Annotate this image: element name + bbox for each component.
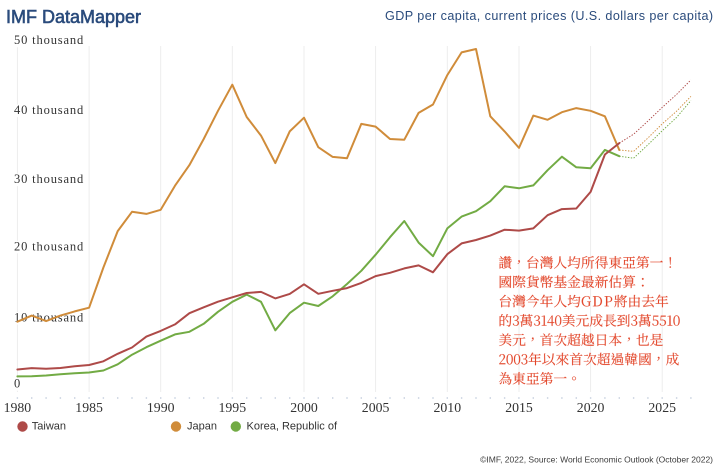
svg-text:IMF DataMapper: IMF DataMapper (6, 7, 141, 27)
svg-text:2010: 2010 (434, 400, 462, 415)
svg-text:2025: 2025 (648, 400, 676, 415)
svg-text:50 thousand: 50 thousand (14, 33, 84, 47)
svg-text:20 thousand: 20 thousand (14, 239, 84, 253)
svg-text:Japan: Japan (187, 420, 217, 432)
svg-text:2000: 2000 (290, 400, 318, 415)
svg-text:1980: 1980 (4, 400, 32, 415)
svg-text:40 thousand: 40 thousand (14, 103, 84, 117)
svg-text:Korea, Republic of: Korea, Republic of (247, 420, 338, 432)
svg-text:0: 0 (14, 377, 21, 391)
svg-text:2015: 2015 (505, 400, 533, 415)
svg-text:©IMF, 2022, Source: World Econ: ©IMF, 2022, Source: World Economic Outlo… (480, 455, 713, 465)
svg-text:2020: 2020 (577, 400, 605, 415)
svg-text:1985: 1985 (75, 400, 103, 415)
svg-text:1995: 1995 (219, 400, 247, 415)
svg-text:30 thousand: 30 thousand (14, 172, 84, 186)
svg-text:GDP per capita, current prices: GDP per capita, current prices (U.S. dol… (385, 9, 713, 23)
svg-text:2005: 2005 (362, 400, 390, 415)
svg-text:Taiwan: Taiwan (32, 420, 66, 432)
svg-text:1990: 1990 (147, 400, 175, 415)
